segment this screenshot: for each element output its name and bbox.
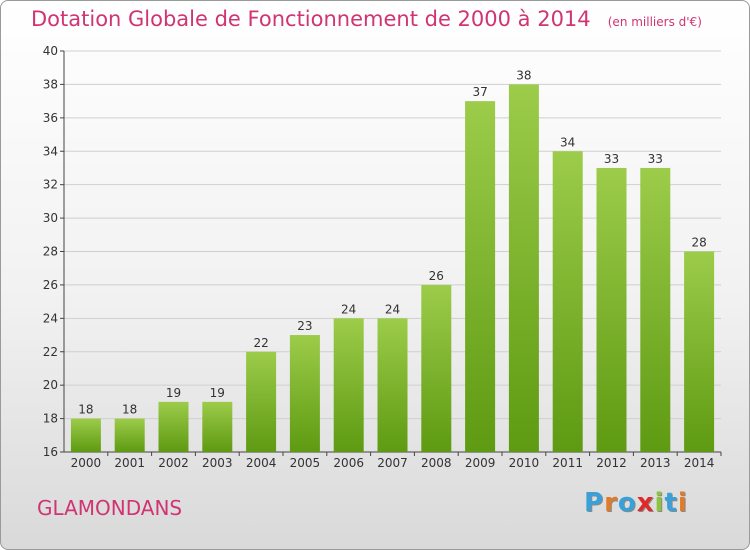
y-tick-label: 28 xyxy=(43,245,58,259)
bar-value-label: 34 xyxy=(560,135,575,149)
bar xyxy=(640,167,671,453)
x-tick-label: 2013 xyxy=(640,456,671,470)
x-tick-label: 2004 xyxy=(246,456,277,470)
y-tick-label: 38 xyxy=(43,77,58,91)
x-tick-label: 2014 xyxy=(684,456,715,470)
bar xyxy=(333,318,364,452)
bar-value-label: 24 xyxy=(385,302,400,316)
bar xyxy=(158,401,189,452)
logo-letter: r xyxy=(604,488,618,518)
bar-value-label: 37 xyxy=(472,85,487,99)
labels: 18 2000 18 2001 19 2002 19 2003 22 2004 23 2005 24 20… xyxy=(71,68,715,470)
y-tick-label: 18 xyxy=(43,412,58,426)
bar-value-label: 28 xyxy=(691,236,706,250)
bar-value-label: 19 xyxy=(166,386,181,400)
x-tick-label: 2008 xyxy=(421,456,452,470)
y-tick-label: 36 xyxy=(43,111,58,125)
bar-value-label: 26 xyxy=(429,269,444,283)
bar xyxy=(289,335,320,452)
y-tick-label: 22 xyxy=(43,345,58,359)
bar xyxy=(202,401,233,452)
logo-letter: i xyxy=(677,488,688,518)
chart-title-block: Dotation Globale de Fonctionnement de 20… xyxy=(31,7,702,31)
x-tick-label: 2002 xyxy=(158,456,189,470)
bar xyxy=(246,351,277,452)
bar-value-label: 18 xyxy=(78,403,93,417)
y-tick-label: 20 xyxy=(43,378,58,392)
commune-name: GLAMONDANS xyxy=(37,496,183,520)
logo-letter: o xyxy=(617,488,637,518)
bar-value-label: 23 xyxy=(297,319,312,333)
y-tick-label: 40 xyxy=(43,44,58,58)
proxiti-logo: Proxiti xyxy=(584,488,688,518)
bar-value-label: 18 xyxy=(122,403,137,417)
bar xyxy=(465,101,496,452)
bar-value-label: 22 xyxy=(253,336,268,350)
y-tick-label: 34 xyxy=(43,144,58,158)
x-tick-label: 2001 xyxy=(114,456,145,470)
bars xyxy=(70,84,715,453)
logo-letter: x xyxy=(636,488,655,518)
x-tick-label: 2010 xyxy=(509,456,540,470)
chart-title: Dotation Globale de Fonctionnement de 20… xyxy=(31,7,591,31)
x-tick-label: 2012 xyxy=(596,456,627,470)
bar xyxy=(552,151,583,452)
logo-letter: P xyxy=(584,488,605,518)
bar xyxy=(70,418,101,452)
x-tick-label: 2006 xyxy=(333,456,364,470)
bar xyxy=(684,251,715,452)
x-tick-label: 2007 xyxy=(377,456,408,470)
logo-letter: i xyxy=(654,488,665,518)
y-tick-label: 26 xyxy=(43,278,58,292)
x-tick-label: 2000 xyxy=(71,456,102,470)
bar-value-label: 33 xyxy=(648,152,663,166)
chart-unit: (en milliers d'€) xyxy=(607,15,702,29)
bar-value-label: 24 xyxy=(341,302,356,316)
bar xyxy=(596,167,627,453)
bar-value-label: 19 xyxy=(210,386,225,400)
x-tick-label: 2003 xyxy=(202,456,233,470)
y-tick-label: 32 xyxy=(43,178,58,192)
x-tick-label: 2011 xyxy=(552,456,583,470)
y-tick-label: 16 xyxy=(43,445,58,459)
y-tick-label: 24 xyxy=(43,311,58,325)
x-tick-label: 2009 xyxy=(465,456,496,470)
bar xyxy=(377,318,408,452)
logo-letter: t xyxy=(664,488,678,518)
y-tick-label: 30 xyxy=(43,211,58,225)
bar xyxy=(421,284,452,452)
bar xyxy=(508,84,539,453)
bar xyxy=(114,418,145,452)
bar-value-label: 33 xyxy=(604,152,619,166)
bar-value-label: 38 xyxy=(516,68,531,82)
x-tick-label: 2005 xyxy=(290,456,321,470)
